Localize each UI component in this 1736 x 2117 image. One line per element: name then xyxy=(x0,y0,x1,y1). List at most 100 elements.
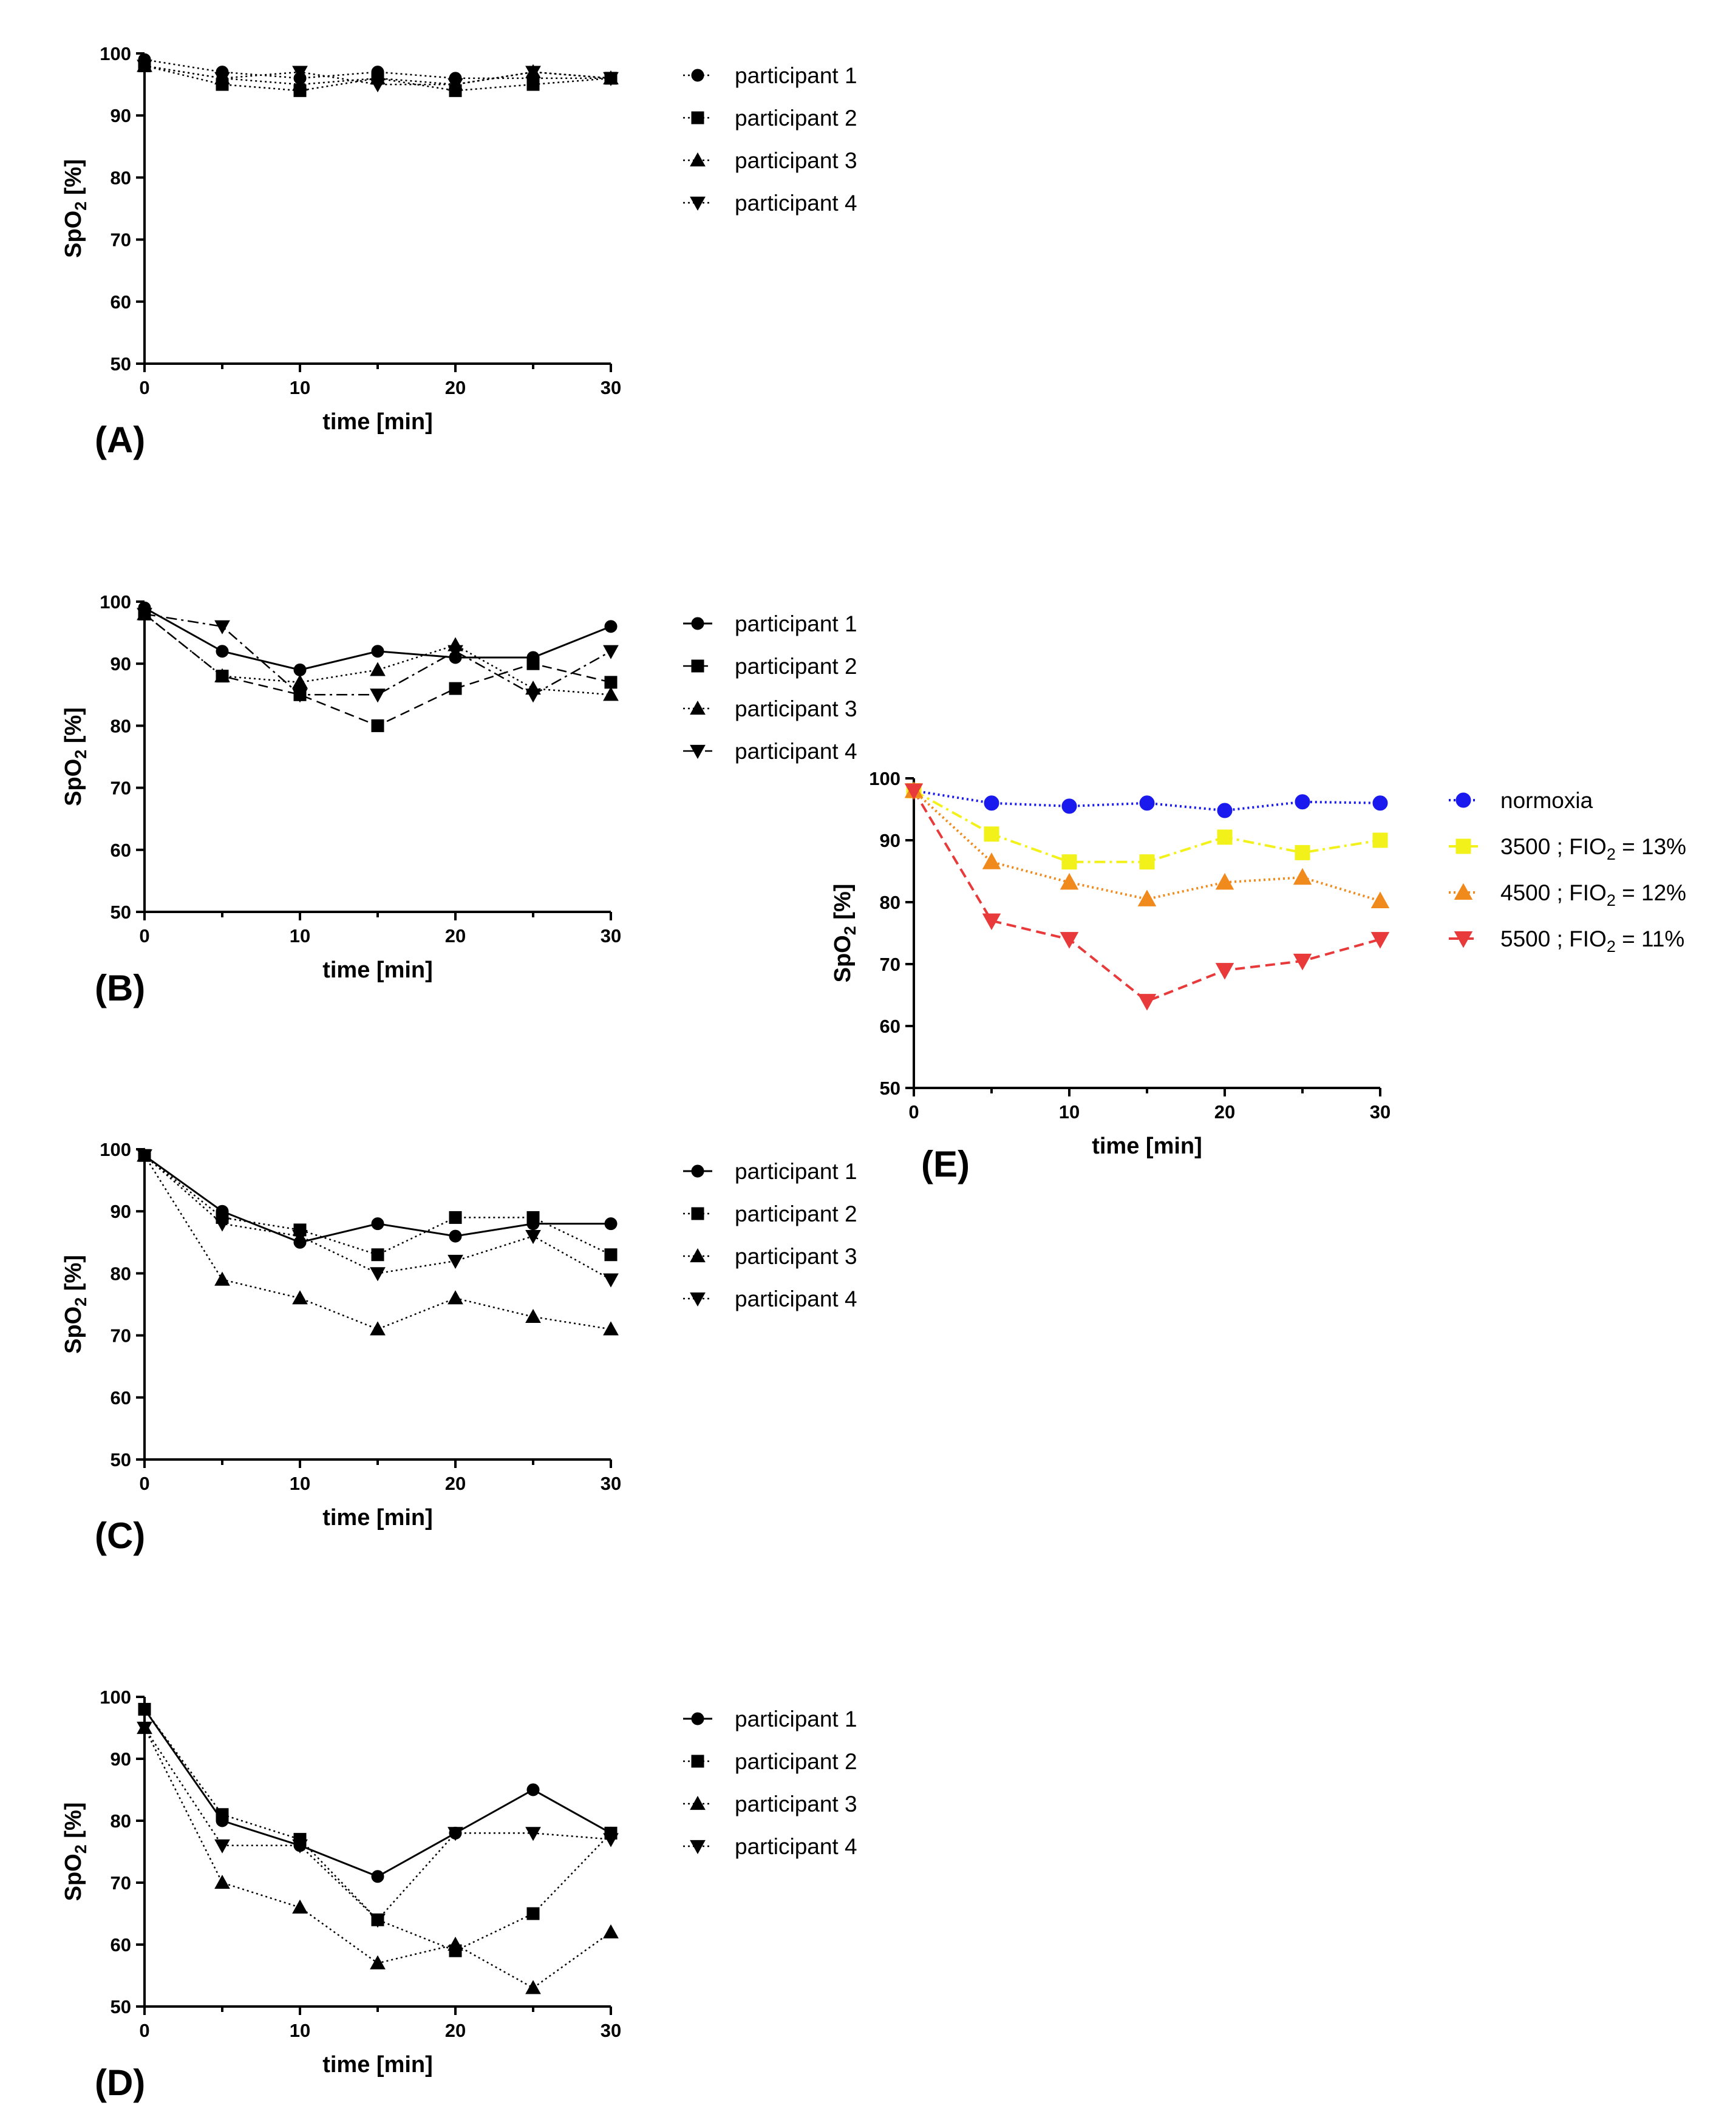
data-point-series-4 xyxy=(1215,963,1234,980)
y-tick-label: 70 xyxy=(111,1872,131,1894)
panel-label: (D) xyxy=(95,2062,145,2103)
data-point-series-1 xyxy=(984,795,999,811)
y-tick-label: 60 xyxy=(111,291,131,313)
data-point-series-3 xyxy=(370,662,386,676)
x-tick-label: 20 xyxy=(445,1473,466,1494)
data-point-series-2 xyxy=(526,1211,540,1224)
data-point-series-1 xyxy=(371,645,384,658)
y-axis-title-tail: [%] xyxy=(61,707,86,750)
y-tick-label: 100 xyxy=(869,768,900,789)
data-point-series-3 xyxy=(603,687,619,701)
y-tick-label: 90 xyxy=(111,1201,131,1222)
legend-label-4: participant 4 xyxy=(735,739,857,764)
data-point-series-2 xyxy=(1217,829,1233,845)
data-point-series-2 xyxy=(984,826,999,842)
data-point-series-4 xyxy=(1370,932,1390,949)
data-point-series-2 xyxy=(371,1248,384,1262)
x-tick-label: 0 xyxy=(139,925,149,946)
data-point-series-3 xyxy=(603,1924,619,1939)
data-point-series-4 xyxy=(292,66,308,80)
x-tick-label: 10 xyxy=(290,1473,310,1494)
data-point-series-3 xyxy=(214,668,230,682)
y-tick-label: 50 xyxy=(880,1078,900,1099)
y-tick-label: 90 xyxy=(880,830,900,851)
legend-marker-2 xyxy=(691,1755,704,1768)
series-line-1 xyxy=(144,607,611,671)
data-point-series-2 xyxy=(604,676,618,689)
y-axis-title-main: SpO xyxy=(61,1307,86,1354)
chart-panel-a: 50 60 70 80 90 100 0 10 20 30 time [min] SpO2 [%] (A… xyxy=(61,43,857,460)
y-axis-title-main: SpO xyxy=(61,759,86,806)
data-point-series-3 xyxy=(525,1980,541,1994)
legend-marker-3 xyxy=(1454,883,1473,900)
data-point-series-4 xyxy=(137,608,152,622)
legend-marker-4 xyxy=(690,1292,706,1307)
data-point-series-2 xyxy=(1295,844,1310,860)
data-point-series-2 xyxy=(526,1907,540,1920)
data-point-series-1 xyxy=(1295,794,1310,810)
legend-marker-1 xyxy=(691,617,704,630)
legend-label-2: 3500 ; FIO2 = 13% xyxy=(1500,834,1686,863)
data-point-series-3 xyxy=(1293,868,1312,885)
x-tick-label: 10 xyxy=(290,2020,310,2041)
data-point-series-3 xyxy=(370,1955,386,1969)
x-axis-title: time [min] xyxy=(322,957,433,983)
y-tick-label: 80 xyxy=(111,715,131,736)
data-point-series-3 xyxy=(370,1321,386,1336)
y-axis-title-sub: 2 xyxy=(841,926,859,935)
legend-label-3: 4500 ; FIO2 = 12% xyxy=(1500,880,1686,909)
y-tick-label: 60 xyxy=(111,840,131,861)
data-point-series-2 xyxy=(138,1702,151,1716)
data-point-series-3 xyxy=(292,674,308,688)
data-point-series-3 xyxy=(448,1936,463,1951)
data-point-series-4 xyxy=(137,1721,152,1736)
legend-label-2: participant 2 xyxy=(735,1749,857,1774)
legend-label-3: participant 3 xyxy=(735,148,857,173)
y-tick-label: 60 xyxy=(111,1934,131,1956)
y-axis-title-tail: [%] xyxy=(61,159,86,202)
data-point-series-3 xyxy=(448,1290,463,1305)
data-point-series-4 xyxy=(370,78,386,93)
y-axis-title: SpO2 [%] xyxy=(830,884,859,983)
data-point-series-2 xyxy=(216,1808,229,1821)
data-point-series-3 xyxy=(525,1308,541,1324)
data-point-series-2 xyxy=(371,719,384,732)
data-point-series-3 xyxy=(982,852,1001,869)
data-point-series-1 xyxy=(1139,795,1155,811)
data-point-series-2 xyxy=(1139,854,1155,870)
x-tick-label: 0 xyxy=(139,377,149,398)
data-point-series-4 xyxy=(982,913,1001,931)
x-tick-label: 30 xyxy=(1370,1101,1391,1123)
legend-label-1: participant 1 xyxy=(735,1707,857,1731)
panel-label: (B) xyxy=(95,968,145,1008)
y-tick-label: 60 xyxy=(111,1387,131,1409)
data-point-series-3 xyxy=(292,1290,308,1305)
data-point-series-4 xyxy=(603,1273,619,1288)
y-axis-title: SpO2 [%] xyxy=(61,707,90,806)
y-tick-label: 50 xyxy=(111,902,131,923)
x-axis-title: time [min] xyxy=(322,1505,433,1531)
x-axis-title: time [min] xyxy=(1092,1133,1202,1159)
legend-label-1: participant 1 xyxy=(735,611,857,636)
data-point-series-1 xyxy=(371,1870,384,1883)
data-point-series-4 xyxy=(292,1229,308,1245)
legend-label-main: 5500 ; FIO xyxy=(1500,926,1607,951)
data-point-series-2 xyxy=(1061,854,1077,870)
data-point-series-4 xyxy=(292,688,308,703)
y-tick-label: 70 xyxy=(111,1325,131,1347)
legend-label-tail: = 11% xyxy=(1616,926,1684,951)
legend-marker-3 xyxy=(690,152,706,167)
y-tick-label: 80 xyxy=(880,892,900,913)
panel-label: (C) xyxy=(95,1515,145,1556)
data-point-series-1 xyxy=(604,1217,618,1231)
y-tick-label: 90 xyxy=(111,105,131,126)
y-axis-title-tail: [%] xyxy=(830,884,856,926)
chart-panel-d: 50 60 70 80 90 100 0 10 20 30 time [min] SpO2 [%] (D… xyxy=(61,1687,857,2103)
data-point-series-4 xyxy=(370,1914,386,1928)
data-point-series-4 xyxy=(904,783,924,800)
y-tick-label: 80 xyxy=(111,1810,131,1832)
x-tick-label: 0 xyxy=(908,1101,919,1123)
data-point-series-4 xyxy=(137,59,152,74)
y-axis-title-sub: 2 xyxy=(72,1844,90,1854)
